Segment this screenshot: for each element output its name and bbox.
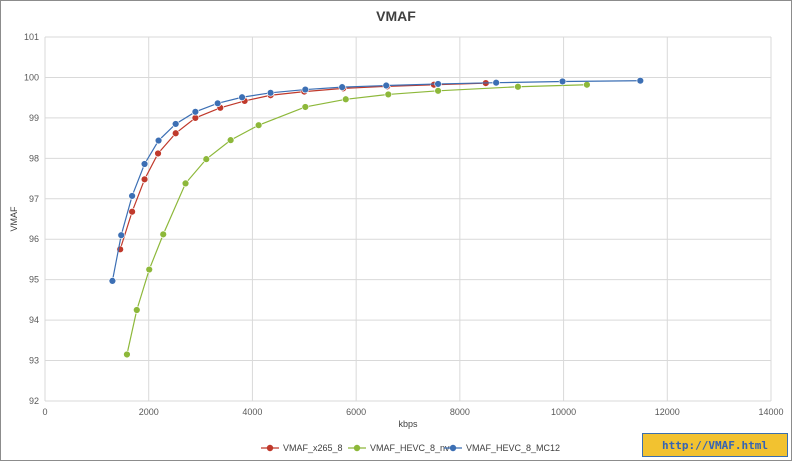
data-point xyxy=(108,277,117,285)
y-axis-ticks: 92 93 94 95 96 97 98 99 100 101 xyxy=(24,32,39,406)
data-point xyxy=(342,95,350,103)
data-point xyxy=(159,230,167,239)
data-point xyxy=(266,89,275,97)
data-point xyxy=(226,136,235,144)
y-tick-label: 92 xyxy=(29,396,39,406)
data-point xyxy=(514,83,522,91)
series-line xyxy=(111,80,641,281)
series-line xyxy=(119,82,486,250)
x-tick-label: 6000 xyxy=(346,407,366,417)
data-point xyxy=(191,108,200,116)
y-tick-label: 94 xyxy=(29,315,39,325)
data-point xyxy=(133,306,141,314)
data-point xyxy=(434,80,442,88)
data-point xyxy=(434,87,442,95)
y-tick-label: 99 xyxy=(29,113,39,123)
data-point xyxy=(492,79,500,87)
x-tick-label: 14000 xyxy=(758,407,783,417)
data-point xyxy=(140,160,149,168)
x-tick-label: 0 xyxy=(42,407,47,417)
data-point xyxy=(123,350,131,359)
data-point xyxy=(301,103,310,111)
x-tick-label: 4000 xyxy=(242,407,262,417)
data-point xyxy=(338,83,346,91)
y-tick-label: 101 xyxy=(24,32,39,42)
y-tick-label: 95 xyxy=(29,275,39,285)
y-axis-label: VMAF xyxy=(9,206,19,232)
series-line xyxy=(126,84,587,355)
legend-label: VMAF_HEVC_8_MC12 xyxy=(466,443,560,453)
legend-marker xyxy=(449,444,457,452)
data-point xyxy=(583,81,591,89)
y-tick-label: 93 xyxy=(29,356,39,366)
chart-title: VMAF xyxy=(376,8,416,24)
series-VMAF_HEVC_8_nv xyxy=(123,81,591,359)
data-point xyxy=(301,85,310,94)
data-point xyxy=(171,120,180,128)
legend-entry: VMAF_HEVC_8_nv xyxy=(348,443,450,453)
data-point xyxy=(254,121,263,129)
x-tick-label: 12000 xyxy=(655,407,680,417)
data-point xyxy=(636,76,645,85)
data-point xyxy=(238,93,246,101)
legend: VMAF_x265_8 VMAF_HEVC_8_nv VMAF_HEVC_8_MC1… xyxy=(261,443,560,453)
legend-marker xyxy=(266,444,274,452)
data-point xyxy=(117,231,125,239)
legend-label: VMAF_x265_8 xyxy=(283,443,343,453)
x-tick-label: 8000 xyxy=(450,407,470,417)
data-point xyxy=(145,265,153,274)
legend-entry: VMAF_x265_8 xyxy=(261,443,343,453)
data-point xyxy=(140,175,149,184)
data-point xyxy=(558,77,567,86)
data-point xyxy=(384,90,392,99)
data-point xyxy=(213,99,222,108)
y-tick-label: 97 xyxy=(29,194,39,204)
series-VMAF_HEVC_8_MC12 xyxy=(108,76,645,285)
watermark-logo: http://VMAF.html xyxy=(642,433,788,457)
x-tick-label: 2000 xyxy=(139,407,159,417)
data-point xyxy=(181,179,190,188)
legend-entry: VMAF_HEVC_8_MC12 xyxy=(444,443,560,453)
data-point xyxy=(128,192,136,200)
data-point xyxy=(128,208,136,216)
data-point xyxy=(171,129,180,137)
grid xyxy=(44,36,772,402)
data-point xyxy=(154,149,162,158)
x-axis-label: kbps xyxy=(398,419,418,429)
data-point xyxy=(382,81,390,90)
legend-label: VMAF_HEVC_8_nv xyxy=(370,443,450,453)
y-tick-label: 98 xyxy=(29,153,39,163)
data-point xyxy=(154,136,163,145)
series-layer xyxy=(108,76,645,359)
x-tick-label: 10000 xyxy=(551,407,576,417)
x-axis-ticks: 0 2000 4000 6000 8000 10000 12000 14000 xyxy=(42,407,783,417)
y-tick-label: 96 xyxy=(29,234,39,244)
legend-marker xyxy=(353,444,361,452)
y-tick-label: 100 xyxy=(24,72,39,82)
watermark-text: http://VMAF.html xyxy=(662,438,768,452)
data-point xyxy=(202,155,210,163)
